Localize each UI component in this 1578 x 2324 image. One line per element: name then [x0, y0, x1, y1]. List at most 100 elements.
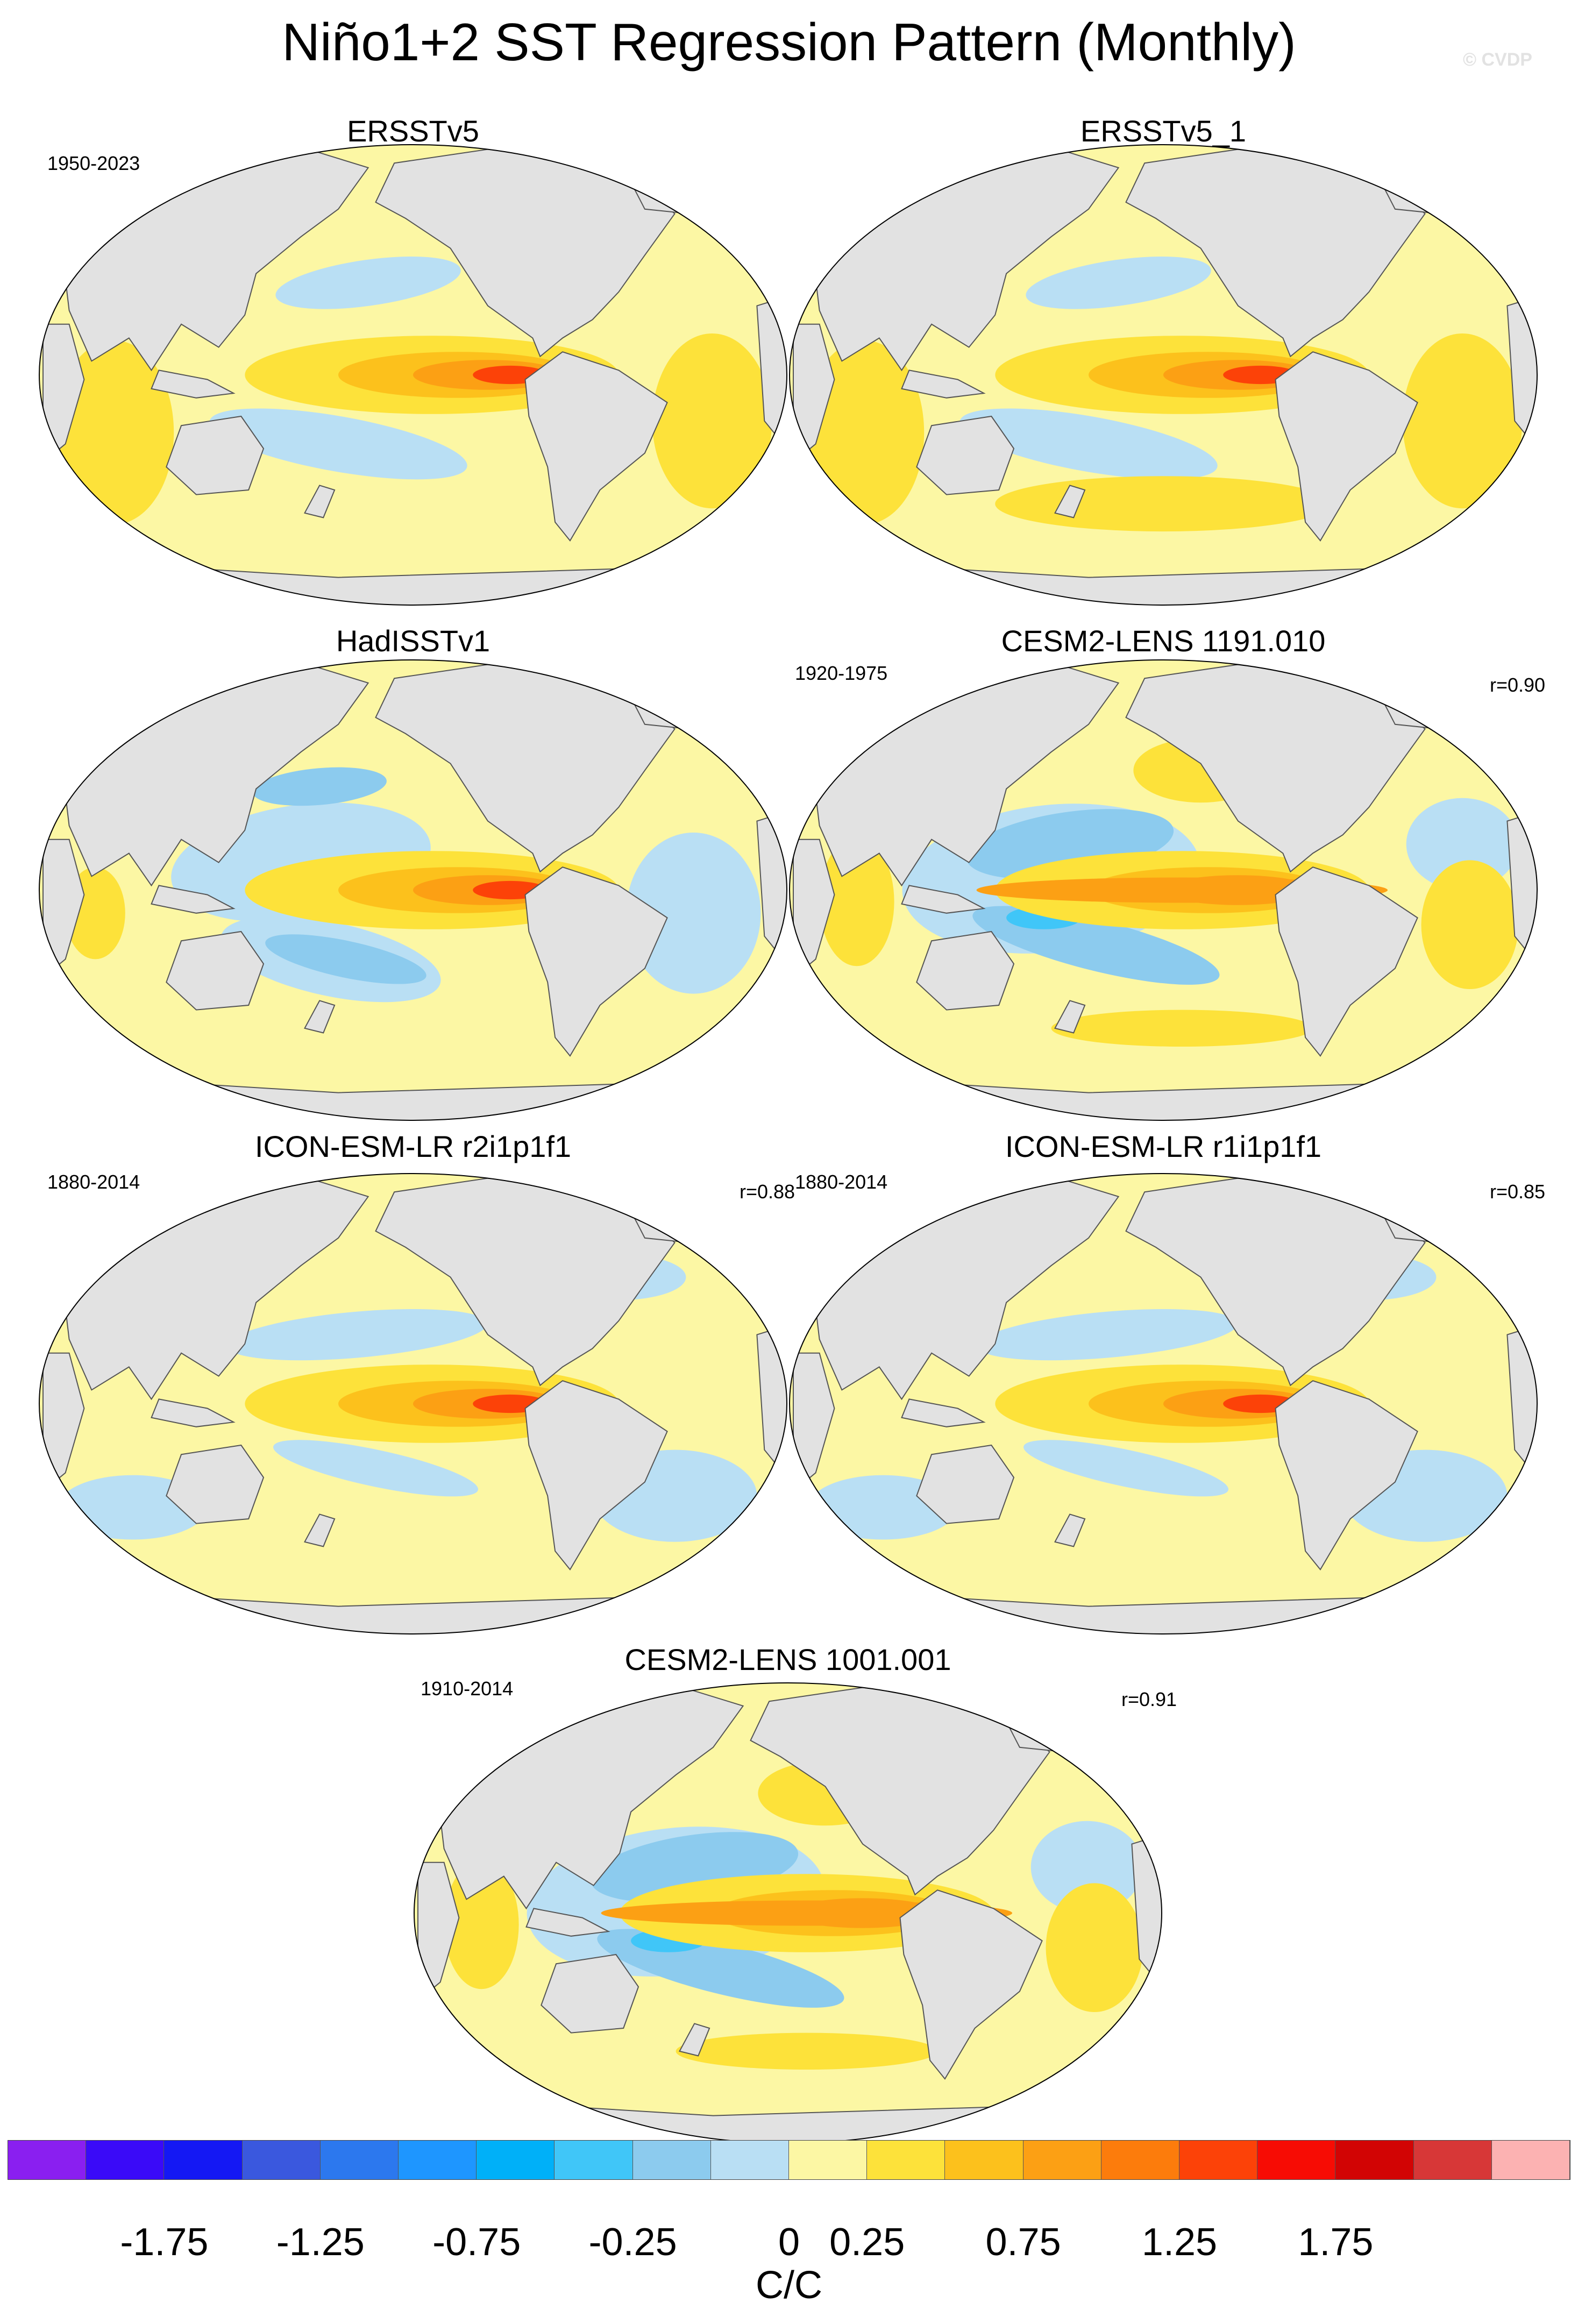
indonesia-landmass [901, 885, 986, 914]
panel-title: HadISSTv1 [336, 624, 491, 658]
indonesia-landmass [151, 885, 236, 914]
samerica-landmass [1275, 866, 1418, 1057]
colorbar-cell [710, 2141, 790, 2179]
period-label: 1910-2014 [421, 1678, 514, 1700]
colorbar-tick-label: 0.25 [829, 2221, 905, 2264]
colorbar-cell [477, 2141, 555, 2179]
panel-title: ICON-ESM-LR r2i1p1f1 [254, 1129, 572, 1163]
world-map [39, 144, 787, 606]
colorbar-tick-label: 1.75 [1298, 2221, 1374, 2264]
colorbar [8, 2140, 1570, 2180]
correlation-label: r=0.85 [1490, 1181, 1546, 1203]
colorbar-cell [1179, 2141, 1258, 2179]
copyright-text: © CVDP [1463, 49, 1532, 70]
colorbar-tick-label: -0.25 [588, 2221, 677, 2264]
cool-anomaly-region [209, 408, 467, 480]
cool-anomaly-region [959, 408, 1218, 480]
indonesia-landmass [901, 369, 986, 399]
nz-landmass [1054, 485, 1086, 518]
warm-anomaly-region [652, 333, 772, 509]
samerica-landmass [1275, 1380, 1418, 1570]
colorbar-cell [399, 2141, 477, 2179]
colorbar-cell [164, 2141, 243, 2179]
warm-anomaly-region [1421, 860, 1519, 989]
colorbar-cell [320, 2141, 399, 2179]
panel-title: ERSSTv5 [347, 114, 479, 148]
world-map [414, 1682, 1162, 2144]
world-map [789, 1173, 1538, 1634]
colorbar-cell [86, 2141, 165, 2179]
warm-anomaly-region [819, 837, 894, 966]
nz-landmass [1054, 1513, 1086, 1547]
colorbar-tick-label: -1.25 [276, 2221, 365, 2264]
colorbar-tick-label: -1.75 [120, 2221, 209, 2264]
panel-title: CESM2-LENS 1001.001 [624, 1643, 951, 1676]
cool-anomaly-region [1023, 1440, 1228, 1497]
period-label: 1880-2014 [795, 1171, 888, 1193]
cool-anomaly-region [265, 934, 427, 984]
period-label: 1920-1975 [795, 662, 888, 684]
samerica-landmass [524, 1380, 668, 1570]
nz-landmass [1054, 1000, 1086, 1034]
samerica-landmass [524, 866, 668, 1057]
indonesia-landmass [525, 1908, 610, 1937]
correlation-label: r=0.91 [1121, 1688, 1177, 1710]
warm-anomaly-region [676, 2032, 937, 2070]
indonesia-landmass [151, 369, 236, 399]
map-border [39, 144, 787, 606]
australia-landmass [541, 1953, 639, 2034]
samerica-landmass [899, 1889, 1043, 2080]
world-map [39, 1173, 787, 1634]
nz-landmass [304, 1000, 336, 1034]
period-label: 1950-2023 [47, 152, 140, 174]
colorbar-units: C/C [756, 2264, 822, 2307]
colorbar-cell [1257, 2141, 1336, 2179]
cool-anomaly-region [1026, 257, 1211, 309]
panel-title: ICON-ESM-LR r1i1p1f1 [1005, 1129, 1322, 1163]
australia-landmass [916, 930, 1015, 1011]
map-border [789, 1173, 1538, 1634]
colorbar-cell [1101, 2141, 1180, 2179]
world-map [39, 659, 787, 1121]
colorbar-tick-label: 1.25 [1141, 2221, 1218, 2264]
correlation-label: r=0.90 [1490, 674, 1546, 696]
correlation-label: r=0.88 [740, 1181, 795, 1203]
warm-anomaly-region [1046, 1883, 1143, 2012]
samerica-landmass [524, 351, 668, 542]
nz-landmass [304, 485, 336, 518]
map-border [39, 659, 787, 1121]
australia-landmass [916, 1444, 1015, 1524]
indonesia-landmass [901, 1398, 986, 1427]
colorbar-cell [945, 2141, 1023, 2179]
colorbar-cell [1335, 2141, 1414, 2179]
colorbar-cell [555, 2141, 633, 2179]
warm-anomaly-region [444, 1860, 519, 1989]
colorbar-cell [242, 2141, 321, 2179]
cool-anomaly-region [273, 1440, 478, 1497]
colorbar-tick-label: -0.75 [432, 2221, 521, 2264]
map-border [789, 659, 1538, 1121]
colorbar-cell [8, 2141, 87, 2179]
world-map [789, 659, 1538, 1121]
map-border [39, 1173, 787, 1634]
nz-landmass [304, 1513, 336, 1547]
australia-landmass [166, 930, 265, 1011]
colorbar-cell [867, 2141, 946, 2179]
australia-landmass [166, 1444, 265, 1524]
colorbar-tick-label: 0.75 [985, 2221, 1061, 2264]
australia-landmass [166, 415, 265, 495]
panel-title: CESM2-LENS 1191.010 [1001, 624, 1326, 658]
cool-anomaly-region [252, 767, 387, 806]
map-border [789, 144, 1538, 606]
colorbar-cell [1023, 2141, 1101, 2179]
cool-anomaly-region [275, 257, 461, 309]
warm-anomaly-region [1402, 333, 1523, 509]
nz-landmass [679, 2023, 710, 2057]
colorbar-cell [1491, 2141, 1570, 2179]
colorbar-cell [632, 2141, 711, 2179]
warm-anomaly-region [1051, 1010, 1313, 1047]
period-label: 1880-2014 [47, 1171, 140, 1193]
panel-title: ERSSTv5_1 [1080, 114, 1247, 148]
samerica-landmass [1275, 351, 1418, 542]
colorbar-cell [1413, 2141, 1492, 2179]
